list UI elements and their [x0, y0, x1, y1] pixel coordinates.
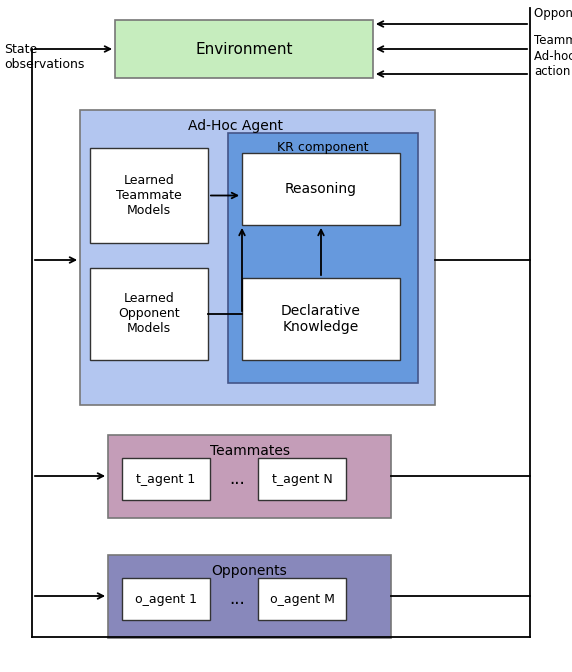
Text: Declarative
Knowledge: Declarative Knowledge [281, 304, 361, 334]
Bar [108, 435, 391, 518]
Bar [242, 153, 400, 225]
Bar [80, 110, 435, 405]
Bar [108, 555, 391, 638]
Text: Ad-hoc agent
action: Ad-hoc agent action [534, 50, 572, 78]
Text: ...: ... [229, 590, 245, 608]
Text: State
observations: State observations [4, 43, 85, 71]
Text: t_agent N: t_agent N [272, 472, 332, 485]
Text: Ad-Hoc Agent: Ad-Hoc Agent [188, 119, 283, 133]
Text: t_agent 1: t_agent 1 [136, 472, 196, 485]
Text: KR component: KR component [277, 140, 369, 153]
Bar [228, 133, 418, 383]
Bar [258, 578, 346, 620]
Text: Environment: Environment [195, 42, 293, 56]
Text: Learned
Teammate
Models: Learned Teammate Models [116, 174, 182, 217]
Bar [115, 20, 373, 78]
Bar [122, 578, 210, 620]
Text: o_agent M: o_agent M [269, 593, 335, 605]
Text: Learned
Opponent
Models: Learned Opponent Models [118, 292, 180, 335]
Bar [90, 268, 208, 360]
Bar [90, 148, 208, 243]
Text: Opponents: Opponents [212, 564, 287, 578]
Text: Opponent actions: Opponent actions [534, 7, 572, 19]
Bar [122, 458, 210, 500]
Text: Teammate actions: Teammate actions [534, 34, 572, 46]
Text: Teammates: Teammates [209, 444, 289, 458]
Text: Reasoning: Reasoning [285, 182, 357, 196]
Bar [242, 278, 400, 360]
Text: o_agent 1: o_agent 1 [135, 593, 197, 605]
Bar [258, 458, 346, 500]
Text: ...: ... [229, 470, 245, 488]
